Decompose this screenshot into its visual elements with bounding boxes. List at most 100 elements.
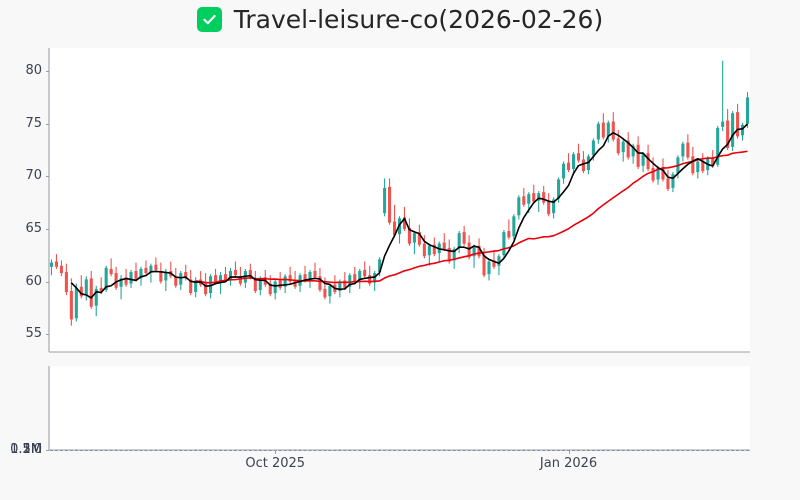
candle-body xyxy=(452,248,456,261)
candle-body xyxy=(532,193,536,202)
candle-body xyxy=(54,261,58,267)
candle-body xyxy=(223,274,228,281)
volume-bar xyxy=(666,449,670,451)
candle-body xyxy=(59,265,63,274)
volume-bar xyxy=(681,449,685,451)
candle-body xyxy=(79,286,83,297)
ma-fast-line xyxy=(70,123,749,299)
candle-body xyxy=(686,142,690,158)
volume-bar xyxy=(383,449,387,451)
candle-body xyxy=(114,273,118,288)
volume-bar xyxy=(64,449,68,451)
candle-body xyxy=(363,269,367,277)
candle-body xyxy=(288,275,292,282)
volume-bar xyxy=(671,449,675,451)
volume-bar xyxy=(263,449,267,451)
volume-bar xyxy=(711,449,715,451)
volume-bar xyxy=(397,449,402,451)
candle-body xyxy=(283,276,287,287)
price-axis-tick: 80 xyxy=(25,63,42,79)
volume-bar xyxy=(204,449,208,451)
volume-bar xyxy=(84,449,88,451)
candle-body xyxy=(154,264,158,270)
volume-bar xyxy=(134,449,138,451)
volume-bar xyxy=(248,449,252,451)
price-axis-tickmark xyxy=(45,334,49,336)
volume-bar xyxy=(69,449,73,451)
volume-bar xyxy=(731,449,735,451)
volume-bar xyxy=(79,449,83,451)
candle-body xyxy=(492,260,496,267)
candle-body xyxy=(711,157,715,166)
candle-body xyxy=(477,245,481,257)
candle-body xyxy=(736,112,740,137)
candle-body xyxy=(214,275,218,283)
volume-bar xyxy=(139,449,143,451)
candle-body xyxy=(731,113,735,147)
candle-body xyxy=(552,199,556,214)
candle-body xyxy=(313,271,317,278)
volume-bar xyxy=(99,449,103,451)
candle-body xyxy=(194,280,198,293)
checkbox-checked-icon[interactable] xyxy=(196,6,222,32)
candle-body xyxy=(601,122,605,138)
candle-body xyxy=(64,272,68,293)
volume-bar xyxy=(159,449,163,451)
candle-body xyxy=(174,277,178,286)
volume-bar xyxy=(238,449,242,451)
candle-body xyxy=(741,124,745,136)
candle-body xyxy=(621,141,625,153)
candle-body xyxy=(562,163,566,179)
candle-body xyxy=(392,221,397,236)
candle-body xyxy=(383,187,387,214)
volume-bar xyxy=(258,449,262,451)
volume-bar xyxy=(502,449,506,451)
volume-bar xyxy=(452,449,456,451)
candle-body xyxy=(149,265,153,273)
candle-body xyxy=(338,281,342,291)
volume-bar xyxy=(194,449,198,451)
price-plot-background xyxy=(49,48,750,352)
candle-body xyxy=(209,276,213,294)
candle-body xyxy=(417,232,421,245)
volume-bar xyxy=(601,449,605,451)
volume-bar xyxy=(472,449,476,451)
volume-bar xyxy=(253,449,257,451)
candle-body xyxy=(378,259,382,273)
volume-bar xyxy=(407,449,411,451)
volume-bar xyxy=(661,449,665,451)
volume-bar xyxy=(218,449,223,451)
volume-bar xyxy=(616,449,620,451)
candle-body xyxy=(611,121,615,140)
candle-body xyxy=(701,160,705,172)
candle-body xyxy=(636,144,640,167)
volume-bar xyxy=(676,449,680,451)
volume-bar xyxy=(144,449,148,451)
candle-body xyxy=(542,192,546,203)
candle-body xyxy=(427,245,431,256)
candle-body xyxy=(402,217,407,229)
candle-body xyxy=(671,174,675,188)
volume-bar xyxy=(552,449,556,451)
candle-body xyxy=(218,275,223,282)
volume-bar xyxy=(343,449,347,451)
volume-bar xyxy=(402,449,407,451)
candle-body xyxy=(661,166,665,180)
candle-body xyxy=(581,159,585,172)
volume-bar xyxy=(228,449,233,451)
volume-bar xyxy=(596,449,600,451)
volume-bar xyxy=(437,449,441,451)
candle-body xyxy=(591,140,595,156)
volume-bar xyxy=(109,449,113,451)
candle-body xyxy=(726,120,730,148)
volume-bar xyxy=(129,449,133,451)
volume-bar xyxy=(328,449,332,451)
candle-body xyxy=(547,201,551,215)
candle-body xyxy=(323,288,327,298)
candle-body xyxy=(517,197,521,216)
candle-body xyxy=(104,267,108,290)
volume-bar xyxy=(358,449,362,451)
candle-body xyxy=(119,278,123,287)
volume-bar xyxy=(571,449,576,451)
volume-bar xyxy=(373,449,377,451)
